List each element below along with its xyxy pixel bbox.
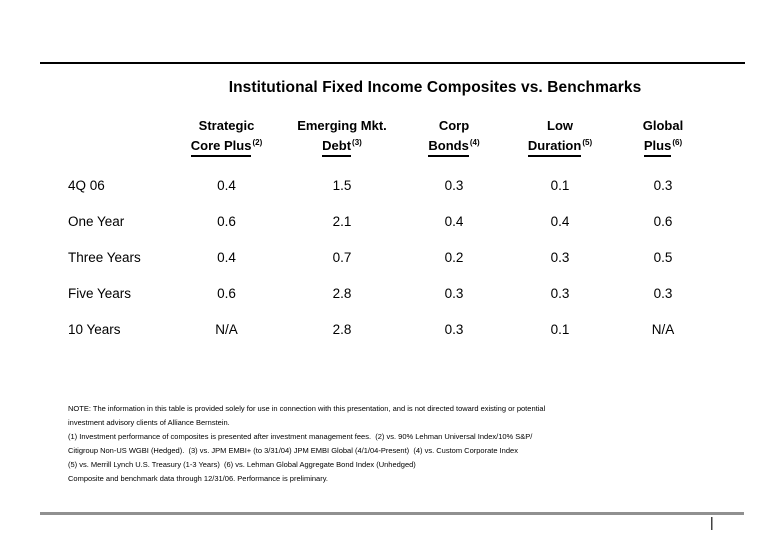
page-number: | [710,514,714,530]
page-title: Institutional Fixed Income Composites vs… [228,79,642,96]
table-cell-value: 0.3 [444,321,464,337]
table-body: 4Q 06 0.4 1.5 0.3 0.1 0.3 One Year 0.6 2… [68,167,714,347]
table-cell-value: 0.6 [217,213,236,229]
table-header-row: Strategic Core Plus(2) Emerging Mkt. Deb… [68,112,714,167]
bottom-rule [40,512,744,515]
table-cell-value: 0.3 [444,177,464,193]
column-header-underlined-label: Plus [643,137,672,158]
table-cell-value: 0.6 [217,285,236,301]
table-cell-value: 2.1 [332,213,352,229]
table-cell-value: 0.4 [217,177,236,193]
footnotes-block: NOTE: The information in this table is p… [68,402,608,486]
table-cell-value: 2.8 [332,321,352,337]
footnote-line: investment advisory clients of Alliance … [68,418,230,427]
table-cell-value: N/A [215,321,238,337]
table-cell-value: 0.2 [444,249,464,265]
column-header: Global Plus(6) [612,112,714,167]
column-header-line2: Bonds(4) [400,134,508,158]
footnote-line: NOTE: The information in this table is p… [68,404,546,413]
footnote-line: Composite and benchmark data through 12/… [68,474,328,483]
table-row: Three Years 0.4 0.7 0.2 0.3 0.5 [68,239,714,275]
column-header-line1: Corp [438,118,470,133]
table-cell-value: 0.1 [550,321,570,337]
table-row: 10 Years N/A 2.8 0.3 0.1 N/A [68,311,714,347]
footnote-line: (1) Investment performance of composites… [68,432,533,441]
table-row: 4Q 06 0.4 1.5 0.3 0.1 0.3 [68,167,714,203]
row-label: One Year [68,213,125,229]
table-cell-value: 0.6 [653,213,673,229]
table-cell-value: 0.1 [550,177,570,193]
table-cell-value: 1.5 [332,177,352,193]
top-rule [40,62,745,64]
table-cell-value: 0.7 [332,249,352,265]
column-header-line2: Duration(5) [508,134,612,158]
column-header: Low Duration(5) [508,112,612,167]
row-label-header [68,112,169,167]
column-header-line2: Plus(6) [612,134,714,158]
table-cell-value: N/A [651,321,675,337]
footnote-line: (5) vs. Merrill Lynch U.S. Treasury (1-3… [68,460,416,469]
table-cell-value: 0.3 [550,285,570,301]
column-header: Strategic Core Plus(2) [169,112,284,167]
row-label: 4Q 06 [68,177,105,193]
column-header-line2: Debt(3) [284,134,400,158]
column-header-line1: Low [547,118,573,133]
table-cell-value: 0.3 [444,285,464,301]
table-cell-value: 0.4 [444,213,464,229]
column-header-underlined-label: Debt [322,137,352,158]
table-cell-value: 0.3 [653,177,673,193]
column-header-line1: Emerging Mkt. [297,118,387,133]
table-cell-value: 0.3 [550,249,570,265]
footnote-marker: (4) [469,138,480,147]
footnote-marker: (6) [672,138,683,147]
footnote-marker: (5) [582,138,593,147]
column-header-underlined-label: Bonds [428,137,469,158]
row-label: 10 Years [68,321,121,337]
table-cell-value: 0.4 [550,213,570,229]
footnote-marker: (2) [252,138,263,147]
table-cell-value: 0.3 [653,285,673,301]
table-row: Five Years 0.6 2.8 0.3 0.3 0.3 [68,275,714,311]
row-label: Five Years [68,285,132,301]
column-header-line2: Core Plus(2) [169,134,284,158]
column-header: Corp Bonds(4) [400,112,508,167]
footnote-line: Citigroup Non-US WGBI (Hedged). (3) vs. … [68,446,518,455]
column-header-underlined-label: Duration [527,137,582,158]
table-cell-value: 0.5 [653,249,673,265]
column-header-line1: Global [642,118,684,133]
column-header: Emerging Mkt. Debt(3) [284,112,400,167]
column-header-underlined-label: Core Plus [190,137,252,158]
performance-table: Strategic Core Plus(2) Emerging Mkt. Deb… [68,112,714,347]
table-row: One Year 0.6 2.1 0.4 0.4 0.6 [68,203,714,239]
table-cell-value: 2.8 [332,285,352,301]
table-cell-value: 0.4 [217,249,236,265]
row-label: Three Years [68,249,141,265]
column-header-line1: Strategic [198,118,255,133]
footnote-marker: (3) [352,138,362,147]
